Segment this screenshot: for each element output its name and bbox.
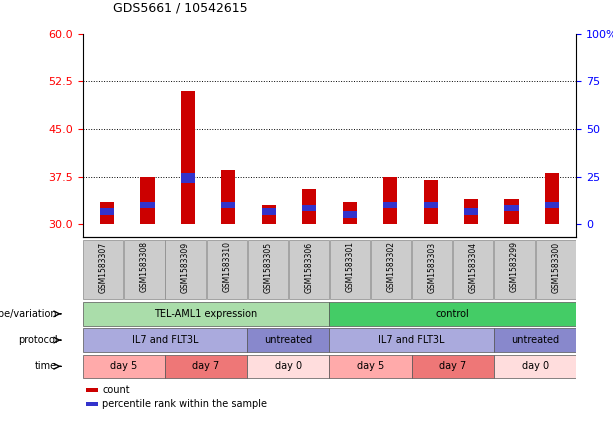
- Text: GSM1583308: GSM1583308: [140, 242, 149, 292]
- Text: protocol: protocol: [18, 335, 58, 345]
- Bar: [412, 354, 494, 378]
- Bar: [100, 202, 114, 224]
- Bar: [221, 170, 235, 224]
- Bar: [248, 240, 288, 299]
- Text: day 0: day 0: [522, 361, 549, 371]
- Bar: [545, 173, 559, 224]
- Bar: [181, 173, 195, 183]
- Bar: [464, 209, 478, 215]
- Text: untreated: untreated: [511, 335, 559, 345]
- Bar: [343, 212, 357, 218]
- Bar: [302, 205, 316, 212]
- Bar: [371, 240, 411, 299]
- Bar: [495, 240, 535, 299]
- Bar: [494, 328, 576, 352]
- Bar: [140, 177, 154, 224]
- Bar: [383, 202, 397, 209]
- Bar: [124, 240, 164, 299]
- Bar: [536, 240, 576, 299]
- Text: day 7: day 7: [440, 361, 466, 371]
- Text: GSM1583299: GSM1583299: [510, 242, 519, 292]
- Bar: [207, 240, 247, 299]
- Text: GDS5661 / 10542615: GDS5661 / 10542615: [113, 2, 248, 15]
- Bar: [494, 354, 576, 378]
- Bar: [140, 202, 154, 209]
- Bar: [545, 202, 559, 209]
- Bar: [504, 199, 519, 224]
- Text: genotype/variation: genotype/variation: [0, 309, 58, 319]
- Text: count: count: [102, 385, 129, 395]
- Bar: [343, 202, 357, 224]
- Bar: [165, 354, 247, 378]
- Bar: [83, 302, 330, 326]
- Bar: [330, 354, 412, 378]
- Bar: [412, 240, 452, 299]
- Bar: [83, 328, 247, 352]
- Text: GSM1583310: GSM1583310: [222, 242, 231, 292]
- Bar: [289, 240, 329, 299]
- Bar: [83, 240, 123, 299]
- Text: GSM1583305: GSM1583305: [264, 242, 272, 293]
- Text: GSM1583302: GSM1583302: [387, 242, 395, 292]
- Bar: [83, 354, 165, 378]
- Text: IL7 and FLT3L: IL7 and FLT3L: [132, 335, 198, 345]
- Text: percentile rank within the sample: percentile rank within the sample: [102, 399, 267, 409]
- Bar: [424, 180, 438, 224]
- Text: day 5: day 5: [110, 361, 137, 371]
- Text: GSM1583301: GSM1583301: [346, 242, 354, 292]
- Bar: [86, 388, 97, 392]
- Text: GSM1583307: GSM1583307: [99, 242, 108, 293]
- Bar: [330, 240, 370, 299]
- Bar: [166, 240, 205, 299]
- Text: TEL-AML1 expression: TEL-AML1 expression: [154, 309, 257, 319]
- Bar: [86, 402, 97, 406]
- Text: day 0: day 0: [275, 361, 302, 371]
- Bar: [464, 199, 478, 224]
- Text: IL7 and FLT3L: IL7 and FLT3L: [378, 335, 445, 345]
- Bar: [330, 328, 494, 352]
- Text: GSM1583303: GSM1583303: [428, 242, 437, 293]
- Text: day 5: day 5: [357, 361, 384, 371]
- Text: day 7: day 7: [192, 361, 219, 371]
- Bar: [221, 202, 235, 209]
- Bar: [247, 354, 330, 378]
- Bar: [383, 177, 397, 224]
- Bar: [100, 209, 114, 215]
- Bar: [247, 328, 330, 352]
- Text: GSM1583306: GSM1583306: [305, 242, 313, 293]
- Bar: [262, 205, 276, 224]
- Bar: [454, 240, 493, 299]
- Text: control: control: [436, 309, 470, 319]
- Bar: [181, 91, 195, 224]
- Text: time: time: [36, 361, 58, 371]
- Bar: [504, 205, 519, 212]
- Text: GSM1583309: GSM1583309: [181, 242, 190, 293]
- Bar: [424, 202, 438, 209]
- Text: GSM1583304: GSM1583304: [469, 242, 478, 293]
- Bar: [330, 302, 576, 326]
- Bar: [302, 190, 316, 224]
- Text: GSM1583300: GSM1583300: [551, 242, 560, 293]
- Text: untreated: untreated: [264, 335, 313, 345]
- Bar: [262, 209, 276, 215]
